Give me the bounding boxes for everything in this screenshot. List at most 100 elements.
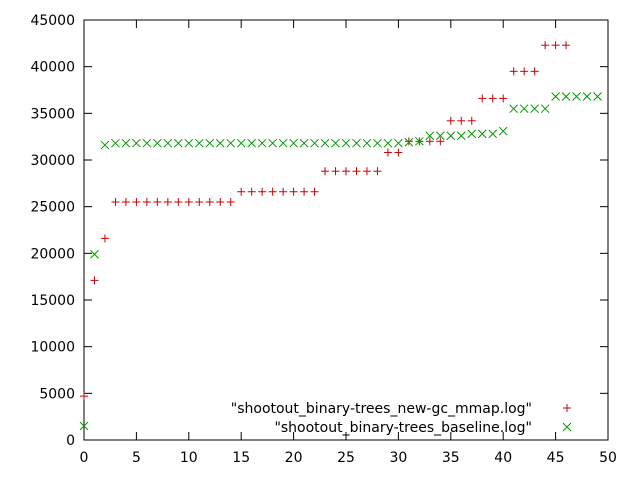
data-point [404,137,414,147]
x-tick-label: 15 [232,450,250,466]
data-point [488,129,498,139]
data-point [467,129,477,139]
data-point [226,138,236,148]
data-point [111,198,120,206]
legend-label: "shootout_binary-trees_baseline.log" [274,420,532,436]
y-tick-label: 0 [66,433,75,449]
data-point [205,138,215,148]
data-point [100,140,110,150]
data-point [530,104,539,114]
data-point [373,167,382,176]
data-point [236,138,246,148]
x-tick-label: 25 [337,450,355,466]
data-point [520,67,529,76]
data-point [90,249,99,259]
data-point [247,138,257,148]
data-point [215,138,225,148]
data-point [383,148,392,157]
data-point [352,167,361,176]
data-point [541,41,550,50]
data-point [446,131,456,141]
data-point [572,92,581,101]
y-tick-label: 45000 [30,13,75,29]
data-point [195,198,204,206]
series-1 [80,41,571,401]
data-point [352,138,361,148]
y-axis: 0 5000 10000 15000 20000 25000 30000 35000 40000… [30,13,608,449]
data-point [79,421,89,431]
data-point [310,138,319,148]
data-point [561,92,571,101]
x-tick-label: 20 [285,450,303,466]
x-axis: 0 5 10 15 20 25 30 35 40 45 50 [80,20,617,466]
data-point [226,198,235,206]
data-point [373,138,382,148]
data-point [174,198,183,206]
data-point [467,116,476,125]
data-point [551,41,560,50]
data-point [299,138,309,148]
data-point [247,187,256,196]
x-tick-label: 50 [599,450,617,466]
data-point [509,67,518,76]
data-point [289,187,298,196]
data-point [457,116,466,125]
x-tick-label: 45 [547,450,565,466]
data-point [456,131,466,141]
legend-marker [562,422,572,432]
data-point [300,187,309,196]
data-point [436,137,445,146]
data-point [184,198,193,206]
data-point [582,92,592,101]
x-tick-label: 5 [132,450,141,466]
x-tick-label: 30 [389,450,407,466]
data-point [404,137,413,146]
y-tick-label: 35000 [30,106,75,122]
data-point [530,67,539,76]
data-point [331,138,340,148]
legend-label: "shootout_binary-trees_new-gc_mmap.log" [231,401,532,417]
data-point [100,234,109,243]
data-point [268,187,277,196]
data-point [163,138,173,148]
series-layer [79,41,602,431]
data-point [132,198,141,206]
data-point [257,138,267,148]
data-point [551,92,560,101]
data-point [415,136,424,146]
data-point [519,104,529,114]
data-point [446,116,455,125]
data-point [362,167,371,176]
data-point [80,392,88,401]
legend-marker [563,404,571,412]
plot-frame [83,19,609,441]
data-point [173,138,183,148]
y-tick-label: 10000 [30,340,75,356]
y-tick-label: 20000 [30,246,75,262]
data-point [593,92,602,101]
data-point [488,94,497,103]
data-point [331,167,340,176]
data-point [478,94,487,103]
data-point [184,138,194,148]
series-2 [79,92,602,431]
x-tick-label: 40 [494,450,512,466]
data-point [362,138,372,148]
data-point [121,198,130,206]
data-point [540,104,550,114]
data-point [142,138,152,148]
data-point [205,198,214,206]
y-tick-label: 25000 [30,200,75,216]
data-point [194,138,204,148]
data-point [121,138,131,148]
y-tick-label: 30000 [30,153,75,169]
data-point [268,138,277,148]
data-point [258,187,267,196]
x-tick-label: 10 [180,450,198,466]
x-tick-label: 35 [442,450,460,466]
data-point [394,148,403,157]
data-point [425,131,435,141]
data-point [153,138,162,148]
data-point [320,138,330,148]
